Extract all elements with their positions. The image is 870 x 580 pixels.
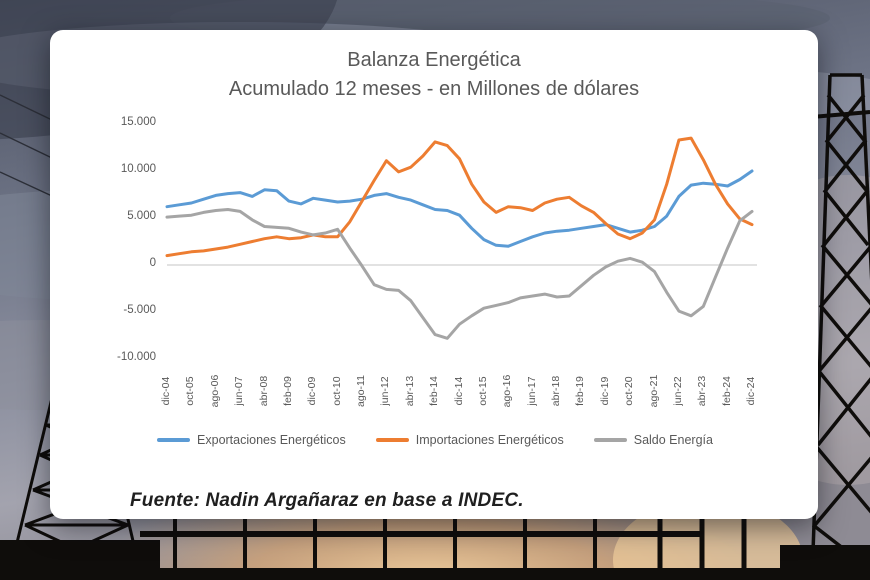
y-axis-label: -5.000 [123, 304, 156, 316]
series-line-importaciones-energ-ticos [165, 136, 754, 258]
x-axis-label: ago-16 [501, 374, 514, 408]
x-axis-label: ago-21 [647, 374, 660, 408]
y-axis-label: 0 [149, 257, 156, 269]
chart-legend: Exportaciones Energéticos Importaciones E… [110, 433, 760, 447]
legend-label: Saldo Energía [633, 433, 713, 447]
legend-swatch [157, 438, 191, 442]
x-axis-label: dic-09 [306, 376, 319, 406]
x-axis-label: dic-24 [745, 376, 757, 406]
series-line-exportaciones-energ-ticos [165, 169, 754, 248]
y-axis-label: -10.000 [116, 351, 156, 363]
power-line-wires [0, 94, 53, 197]
x-axis-label: feb-24 [720, 376, 733, 406]
legend-label: Exportaciones Energéticos [197, 433, 346, 447]
x-axis-label: jun-12 [379, 376, 392, 406]
x-axis-label: abr-18 [550, 375, 562, 407]
legend-swatch [593, 438, 627, 442]
x-axis-label: ago-06 [208, 374, 221, 408]
x-axis-label: ago-11 [355, 375, 367, 407]
legend-label: Importaciones Energéticos [415, 433, 564, 447]
series-line-saldo-energ-a [165, 208, 754, 340]
chart-card: Balanza Energética Acumulado 12 meses - … [50, 30, 818, 519]
x-axis-label: jun-22 [671, 376, 684, 406]
legend-item-importaciones-energ-ticos: Importaciones Energéticos [375, 433, 564, 447]
chart-subtitle: Acumulado 12 meses - en Millones de dóla… [228, 78, 640, 100]
x-axis-label: jun-17 [525, 376, 538, 406]
legend-item-exportaciones-energ-ticos: Exportaciones Energéticos [157, 433, 346, 447]
chart-title-block: Balanza Energética Acumulado 12 meses - … [50, 46, 818, 104]
x-axis-label: abr-13 [403, 375, 416, 407]
line-chart-plot-area [165, 136, 757, 340]
x-axis-label: feb-09 [281, 376, 294, 406]
legend-item-saldo-energ-a: Saldo Energía [593, 433, 713, 447]
y-axis-label: 15.000 [120, 116, 156, 128]
x-axis-label: feb-19 [574, 376, 587, 406]
x-axis-label: dic-04 [160, 376, 172, 406]
x-axis-label: oct-10 [330, 376, 343, 406]
x-axis-label: dic-19 [598, 376, 611, 406]
x-axis-label: oct-15 [476, 376, 489, 406]
source-note: Fuente: Nadin Argañaraz en base a INDEC. [130, 490, 524, 511]
chart-title: Balanza Energética [347, 49, 521, 71]
x-axis-label: abr-08 [257, 375, 270, 407]
y-axis-label: 10.000 [120, 163, 156, 175]
y-axis-label: 5.000 [127, 210, 156, 222]
legend-swatch [375, 438, 409, 442]
x-axis-label: feb-14 [428, 376, 441, 406]
x-axis-label: abr-23 [696, 375, 709, 407]
x-axis-label: jun-07 [233, 376, 246, 406]
x-axis-label: dic-14 [452, 376, 465, 406]
x-axis-label: oct-20 [623, 376, 636, 406]
x-axis-label: oct-05 [184, 376, 197, 406]
